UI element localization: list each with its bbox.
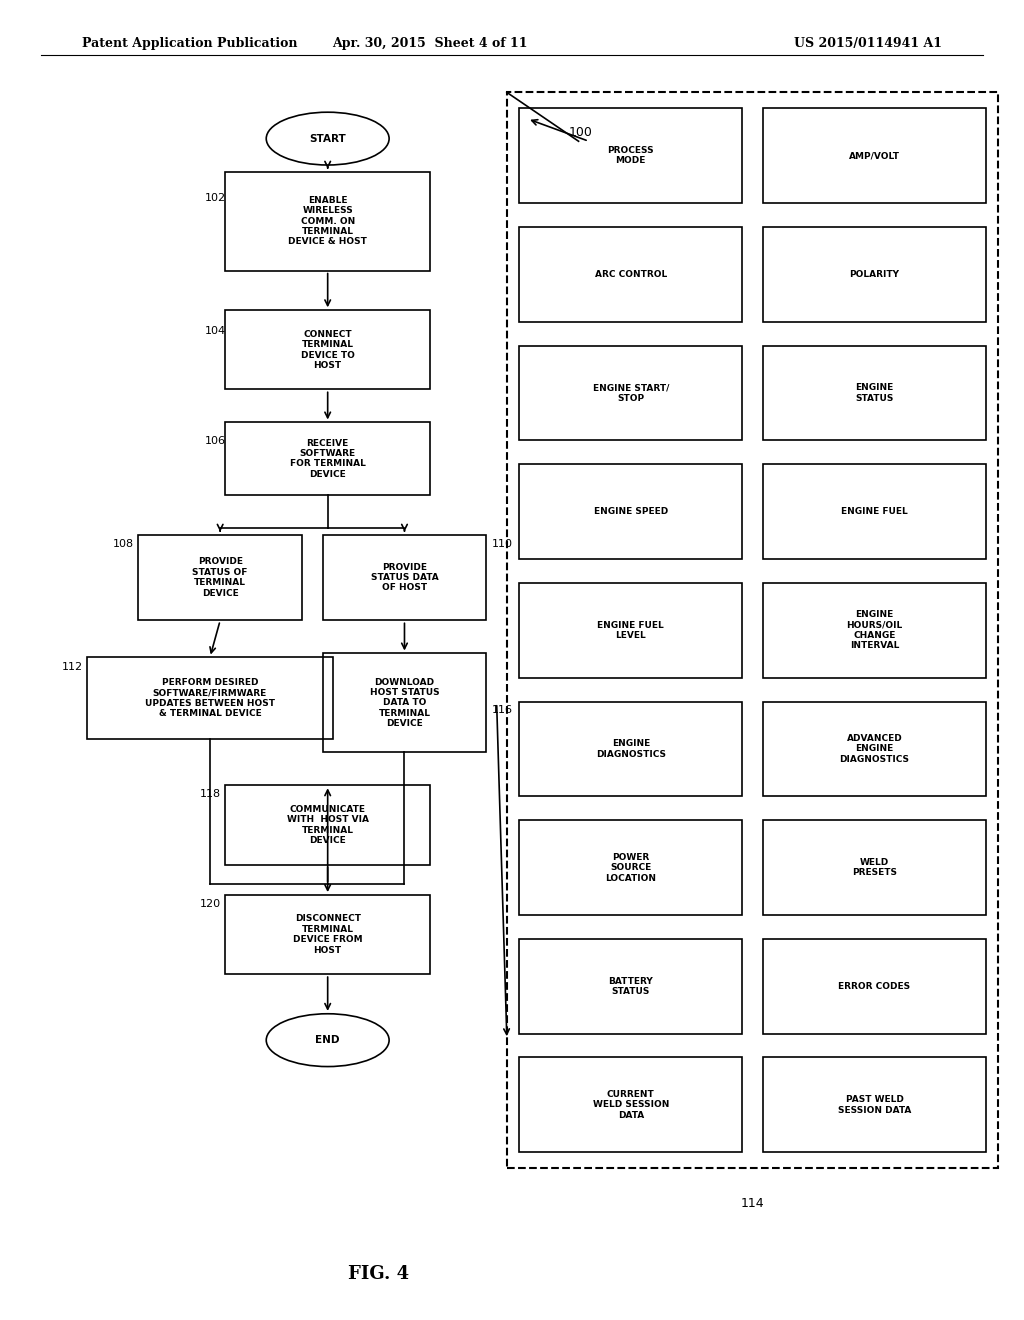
Text: END: END	[315, 1035, 340, 1045]
Text: FIG. 4: FIG. 4	[348, 1265, 410, 1283]
Text: PAST WELD
SESSION DATA: PAST WELD SESSION DATA	[838, 1096, 911, 1114]
Text: PROCESS
MODE: PROCESS MODE	[607, 147, 654, 165]
Text: ENGINE
HOURS/OIL
CHANGE
INTERVAL: ENGINE HOURS/OIL CHANGE INTERVAL	[847, 610, 902, 651]
Text: 120: 120	[200, 899, 221, 909]
Text: ARC CONTROL: ARC CONTROL	[595, 269, 667, 279]
Text: ADVANCED
ENGINE
DIAGNOSTICS: ADVANCED ENGINE DIAGNOSTICS	[840, 734, 909, 764]
Text: COMMUNICATE
WITH  HOST VIA
TERMINAL
DEVICE: COMMUNICATE WITH HOST VIA TERMINAL DEVIC…	[287, 805, 369, 845]
Text: 114: 114	[740, 1197, 765, 1210]
Text: BATTERY
STATUS: BATTERY STATUS	[608, 977, 653, 997]
Text: PROVIDE
STATUS DATA
OF HOST: PROVIDE STATUS DATA OF HOST	[371, 562, 438, 593]
Text: AMP/VOLT: AMP/VOLT	[849, 152, 900, 160]
Text: 102: 102	[205, 193, 226, 203]
Text: PROVIDE
STATUS OF
TERMINAL
DEVICE: PROVIDE STATUS OF TERMINAL DEVICE	[193, 557, 248, 598]
Text: DOWNLOAD
HOST STATUS
DATA TO
TERMINAL
DEVICE: DOWNLOAD HOST STATUS DATA TO TERMINAL DE…	[370, 677, 439, 729]
Text: RECEIVE
SOFTWARE
FOR TERMINAL
DEVICE: RECEIVE SOFTWARE FOR TERMINAL DEVICE	[290, 438, 366, 479]
Text: ENGINE SPEED: ENGINE SPEED	[594, 507, 668, 516]
Text: ENGINE FUEL: ENGINE FUEL	[841, 507, 908, 516]
Text: 104: 104	[205, 326, 226, 337]
Text: Apr. 30, 2015  Sheet 4 of 11: Apr. 30, 2015 Sheet 4 of 11	[333, 37, 527, 50]
Text: PERFORM DESIRED
SOFTWARE/FIRMWARE
UPDATES BETWEEN HOST
& TERMINAL DEVICE: PERFORM DESIRED SOFTWARE/FIRMWARE UPDATE…	[145, 678, 274, 718]
Text: START: START	[309, 133, 346, 144]
Text: 112: 112	[61, 661, 83, 672]
Text: 116: 116	[492, 705, 513, 715]
Text: CURRENT
WELD SESSION
DATA: CURRENT WELD SESSION DATA	[593, 1090, 669, 1119]
Text: ENGINE
STATUS: ENGINE STATUS	[855, 383, 894, 403]
Text: ENGINE FUEL
LEVEL: ENGINE FUEL LEVEL	[597, 620, 665, 640]
Text: US 2015/0114941 A1: US 2015/0114941 A1	[794, 37, 942, 50]
Text: ENGINE
DIAGNOSTICS: ENGINE DIAGNOSTICS	[596, 739, 666, 759]
Text: 118: 118	[200, 789, 221, 800]
Text: ENABLE
WIRELESS
COMM. ON
TERMINAL
DEVICE & HOST: ENABLE WIRELESS COMM. ON TERMINAL DEVICE…	[288, 195, 368, 247]
Text: Patent Application Publication: Patent Application Publication	[82, 37, 297, 50]
Text: 110: 110	[492, 540, 513, 549]
Text: POWER
SOURCE
LOCATION: POWER SOURCE LOCATION	[605, 853, 656, 883]
Text: CONNECT
TERMINAL
DEVICE TO
HOST: CONNECT TERMINAL DEVICE TO HOST	[301, 330, 354, 370]
Text: 106: 106	[205, 436, 226, 446]
Text: ENGINE START/
STOP: ENGINE START/ STOP	[593, 383, 669, 403]
Text: 100: 100	[568, 125, 592, 139]
Text: 108: 108	[113, 540, 134, 549]
Text: DISCONNECT
TERMINAL
DEVICE FROM
HOST: DISCONNECT TERMINAL DEVICE FROM HOST	[293, 915, 362, 954]
Text: WELD
PRESETS: WELD PRESETS	[852, 858, 897, 878]
Text: POLARITY: POLARITY	[850, 269, 899, 279]
Text: ERROR CODES: ERROR CODES	[839, 982, 910, 991]
